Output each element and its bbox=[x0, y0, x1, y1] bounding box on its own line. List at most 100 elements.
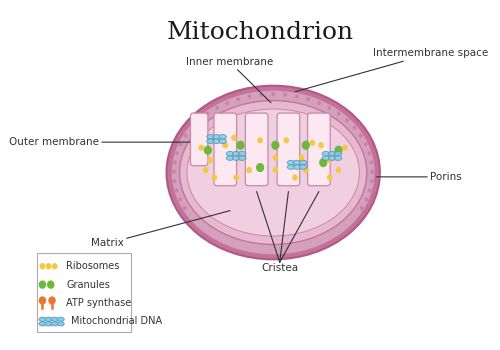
Ellipse shape bbox=[232, 152, 240, 156]
Ellipse shape bbox=[58, 317, 64, 321]
Ellipse shape bbox=[58, 322, 64, 326]
Circle shape bbox=[172, 170, 175, 173]
Ellipse shape bbox=[187, 109, 360, 236]
Ellipse shape bbox=[328, 152, 336, 156]
Circle shape bbox=[248, 95, 251, 98]
Circle shape bbox=[184, 207, 186, 210]
Circle shape bbox=[364, 143, 367, 146]
Circle shape bbox=[40, 297, 46, 304]
Text: Cristea: Cristea bbox=[261, 263, 298, 273]
Circle shape bbox=[174, 161, 176, 164]
Circle shape bbox=[247, 168, 252, 173]
Ellipse shape bbox=[39, 317, 46, 321]
Circle shape bbox=[208, 158, 212, 162]
Ellipse shape bbox=[288, 165, 294, 169]
Circle shape bbox=[293, 175, 297, 180]
Circle shape bbox=[336, 168, 340, 173]
Circle shape bbox=[40, 264, 44, 269]
Ellipse shape bbox=[45, 322, 52, 326]
FancyBboxPatch shape bbox=[277, 113, 299, 186]
Circle shape bbox=[310, 140, 314, 145]
Circle shape bbox=[365, 198, 368, 201]
Ellipse shape bbox=[207, 134, 214, 139]
Circle shape bbox=[174, 180, 176, 183]
Circle shape bbox=[335, 146, 342, 154]
Circle shape bbox=[296, 95, 298, 98]
Ellipse shape bbox=[238, 152, 246, 156]
Ellipse shape bbox=[294, 160, 301, 165]
Circle shape bbox=[328, 158, 332, 162]
Circle shape bbox=[198, 119, 200, 122]
Ellipse shape bbox=[207, 139, 214, 144]
Circle shape bbox=[206, 112, 209, 115]
Circle shape bbox=[318, 102, 320, 104]
Ellipse shape bbox=[328, 156, 336, 160]
Circle shape bbox=[272, 141, 279, 149]
Circle shape bbox=[226, 102, 228, 104]
Ellipse shape bbox=[226, 152, 234, 156]
Ellipse shape bbox=[238, 156, 246, 160]
Circle shape bbox=[338, 112, 340, 115]
Ellipse shape bbox=[51, 317, 58, 321]
Circle shape bbox=[371, 170, 374, 173]
Ellipse shape bbox=[166, 86, 380, 259]
Circle shape bbox=[370, 161, 373, 164]
Circle shape bbox=[302, 141, 309, 149]
Circle shape bbox=[237, 141, 244, 149]
Circle shape bbox=[370, 180, 373, 183]
Circle shape bbox=[304, 168, 308, 173]
Circle shape bbox=[232, 135, 236, 140]
Text: Matrix: Matrix bbox=[91, 211, 230, 248]
Ellipse shape bbox=[288, 160, 294, 165]
Circle shape bbox=[328, 106, 330, 109]
Ellipse shape bbox=[172, 91, 374, 254]
Circle shape bbox=[343, 145, 347, 150]
Circle shape bbox=[256, 164, 264, 172]
Circle shape bbox=[284, 93, 286, 96]
Circle shape bbox=[368, 152, 370, 155]
Circle shape bbox=[368, 189, 371, 192]
FancyBboxPatch shape bbox=[308, 113, 330, 186]
Text: Mitochondrion: Mitochondrion bbox=[166, 21, 354, 44]
Circle shape bbox=[49, 297, 55, 304]
Circle shape bbox=[258, 138, 262, 143]
Ellipse shape bbox=[334, 152, 342, 156]
Ellipse shape bbox=[300, 165, 307, 169]
Ellipse shape bbox=[45, 317, 52, 321]
Ellipse shape bbox=[213, 134, 220, 139]
Text: Inner membrane: Inner membrane bbox=[186, 57, 274, 103]
Circle shape bbox=[346, 119, 348, 122]
Circle shape bbox=[272, 93, 274, 96]
Circle shape bbox=[40, 281, 46, 288]
Text: Porins: Porins bbox=[376, 172, 462, 182]
Circle shape bbox=[307, 98, 310, 100]
Circle shape bbox=[238, 155, 242, 160]
Circle shape bbox=[204, 168, 208, 173]
Circle shape bbox=[360, 134, 362, 137]
Circle shape bbox=[46, 264, 50, 269]
Ellipse shape bbox=[226, 156, 234, 160]
Ellipse shape bbox=[39, 322, 46, 326]
Circle shape bbox=[223, 143, 228, 148]
Circle shape bbox=[260, 93, 262, 96]
Circle shape bbox=[176, 152, 178, 155]
Ellipse shape bbox=[51, 322, 58, 326]
Bar bbox=[37, 253, 131, 332]
Circle shape bbox=[234, 175, 238, 180]
Ellipse shape bbox=[219, 139, 226, 144]
Circle shape bbox=[237, 98, 240, 100]
FancyBboxPatch shape bbox=[190, 113, 208, 166]
Circle shape bbox=[212, 175, 216, 180]
Circle shape bbox=[204, 146, 212, 154]
Circle shape bbox=[284, 138, 288, 143]
Ellipse shape bbox=[180, 100, 367, 244]
Ellipse shape bbox=[232, 156, 240, 160]
Circle shape bbox=[354, 126, 356, 129]
Circle shape bbox=[184, 134, 187, 137]
Circle shape bbox=[179, 198, 181, 201]
Text: Outer membrane: Outer membrane bbox=[9, 137, 190, 147]
Ellipse shape bbox=[219, 134, 226, 139]
Circle shape bbox=[176, 189, 178, 192]
Ellipse shape bbox=[334, 156, 342, 160]
Circle shape bbox=[48, 281, 54, 288]
